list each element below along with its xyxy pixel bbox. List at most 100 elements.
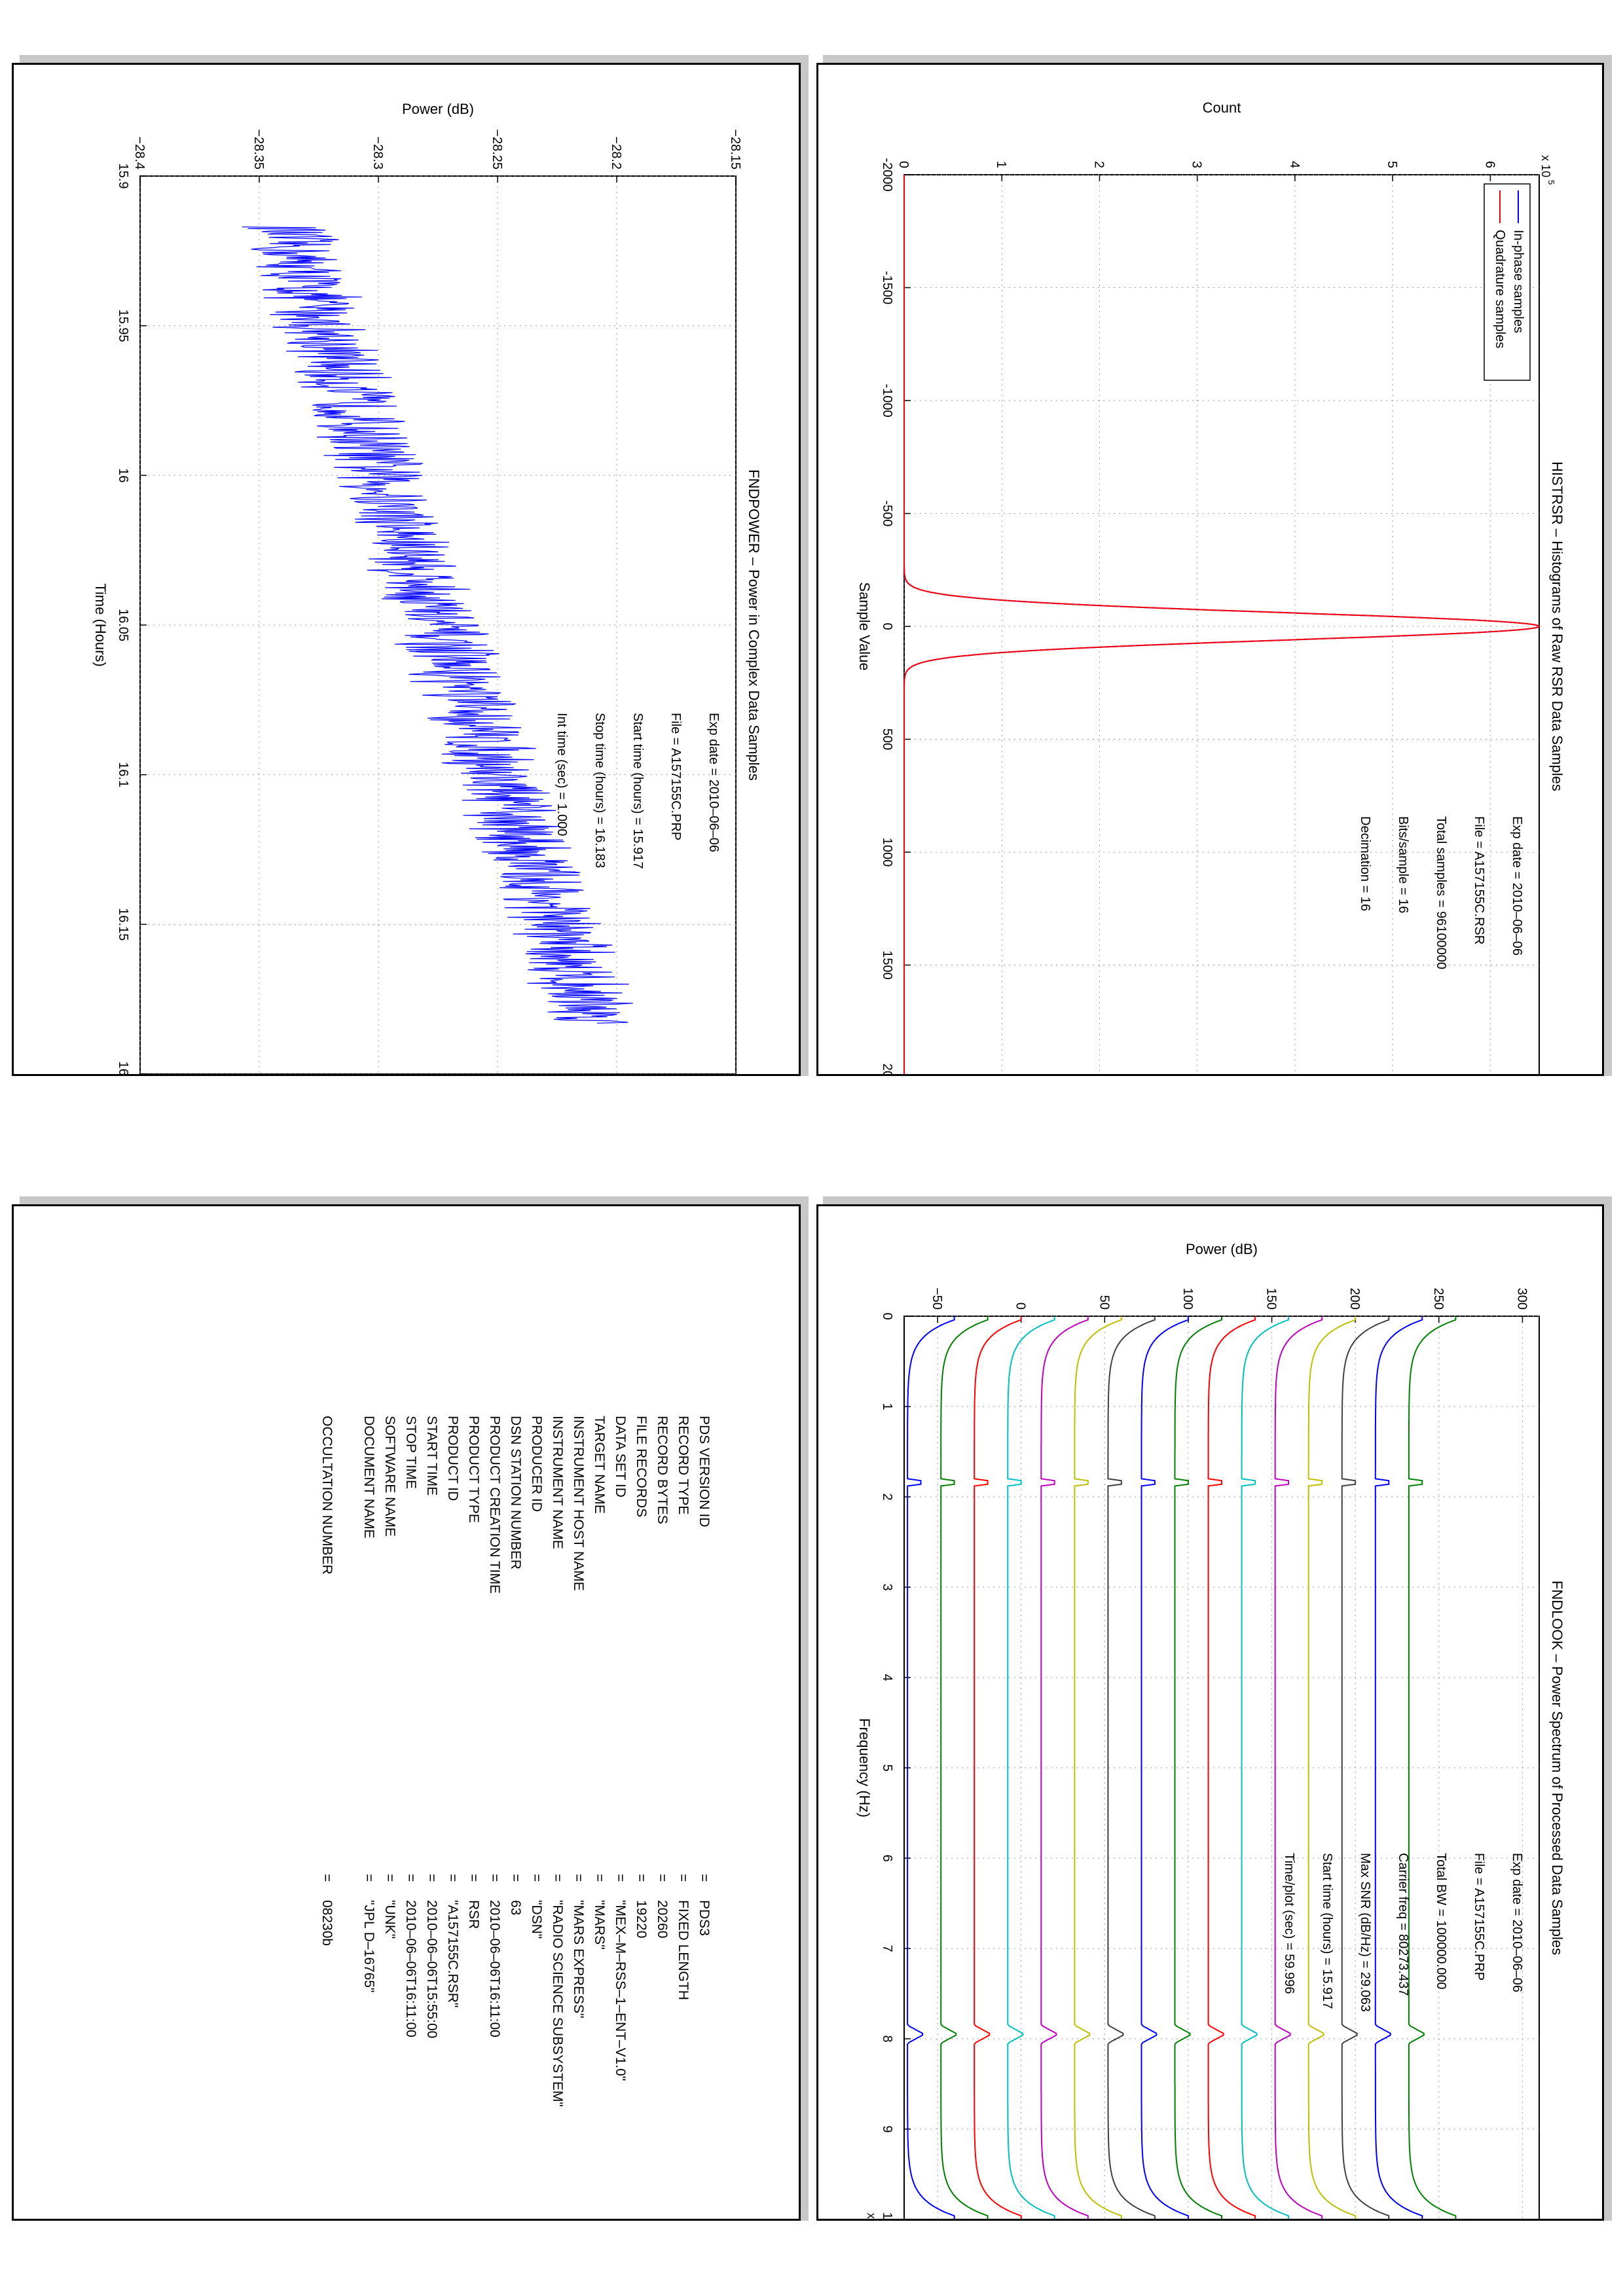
label-value: RSR <box>466 1900 481 1929</box>
spec-ylabel: Power (dB) <box>1186 1241 1258 1257</box>
spectrum-panel: 0 1 2 3 4 5 6 7 8 9 10 −50 0 50 100 150 200 250 300 FNDLOOK… <box>816 1204 1604 2221</box>
hist-x-tick-label: -1500 <box>880 271 894 304</box>
label-row: DSN STATION NUMBER = 63 <box>505 1416 526 2107</box>
histogram-panel: -2000 -1500 -1000 -500 0 500 1000 1500 2000 0 1 2 3 4… <box>816 63 1604 1076</box>
spec-xlabel: Frequency (Hz) <box>856 1718 873 1818</box>
spec-annotation-2: Total BW = 100000.000 <box>1434 1853 1448 1989</box>
hist-y-tick-label: 0 <box>896 161 911 168</box>
spec-series-line-4 <box>1040 1316 1089 2219</box>
label-row <box>337 1416 358 2107</box>
power-annotation-1: File = A157155C.PRP <box>668 713 683 840</box>
label-row: PDS VERSION ID = PDS3 <box>693 1416 714 2107</box>
spec-y-tick-label: −50 <box>930 1287 944 1310</box>
spec-y-tick-label: 0 <box>1013 1302 1028 1310</box>
hist-y-tick-label: 2 <box>1091 161 1106 168</box>
hist-y-tick-label: 4 <box>1287 161 1302 168</box>
spec-series-line-14 <box>1374 1316 1423 2219</box>
hist-y-tick-label: 1 <box>994 161 1008 168</box>
label-equals: = <box>508 1874 523 1882</box>
hist-x-tick-label: 0 <box>880 622 894 630</box>
power-x-tick-label: 16.15 <box>116 908 130 941</box>
hist-y-multiplier: x 10 <box>1539 155 1552 177</box>
label-equals: = <box>571 1874 586 1882</box>
power-x-tick-label: 16 <box>116 468 130 482</box>
label-equals: = <box>382 1874 397 1882</box>
hist-legend-label-1: Quadrature samples <box>1493 230 1507 348</box>
label-value: 08230b <box>319 1900 335 1946</box>
label-value: PDS3 <box>697 1900 712 1936</box>
spec-x-tick-label: 3 <box>880 1583 894 1590</box>
spec-x-tick-label: 2 <box>880 1493 894 1500</box>
hist-x-tick-label: 1000 <box>880 838 894 867</box>
label-row: PRODUCT ID = "A157155C.RSR" <box>442 1416 463 2107</box>
label-equals: = <box>655 1874 670 1882</box>
label-key: START TIME <box>424 1416 439 1496</box>
power-title: FNDPOWER – Power in Complex Data Samples <box>746 469 762 781</box>
hist-x-tick-label: -500 <box>880 500 894 526</box>
label-row: RECORD BYTES = 20260 <box>651 1416 672 2107</box>
spec-x-tick-label: 9 <box>880 2125 894 2132</box>
label-value: "UNK" <box>382 1900 397 1939</box>
spec-series-line-8 <box>1174 1316 1222 2219</box>
label-key: FILE RECORDS <box>634 1416 649 1518</box>
label-equals <box>337 1874 358 1900</box>
hist-y-tick-label: 3 <box>1190 161 1204 168</box>
label-key: PRODUCT CREATION TIME <box>487 1416 502 1594</box>
label-value: "MARS EXPRESS" <box>571 1900 586 2018</box>
label-equals: = <box>550 1874 565 1882</box>
hist-series-line-1 <box>903 175 1541 1074</box>
spec-x-tick-label: 6 <box>880 1854 894 1861</box>
label-value: 20260 <box>655 1900 670 1939</box>
label-key: PDS VERSION ID <box>697 1416 712 1528</box>
label-key: DOCUMENT NAME <box>361 1416 376 1539</box>
label-row: STOP TIME = 2010–06–06T16:11:00 <box>400 1416 421 2107</box>
power-chart: 15.9 15.95 16 16.05 16.1 16.15 16.2 −28.4 −28.35… <box>92 101 762 1074</box>
hist-annotation-4: Decimation = 16 <box>1358 816 1372 911</box>
spec-y-tick-label: 250 <box>1431 1288 1446 1310</box>
power-y-tick-label: −28.15 <box>728 129 742 170</box>
label-row: PRODUCT TYPE = RSR <box>463 1416 484 2107</box>
spec-annotation-0: Exp date = 2010–06–06 <box>1510 1853 1524 1992</box>
label-key: DSN STATION NUMBER <box>508 1416 523 1570</box>
label-row: PRODUCER ID = "DSN" <box>526 1416 547 2107</box>
spec-x-tick-label: 10 <box>880 2212 894 2219</box>
spec-x-tick-label: 7 <box>880 1945 894 1952</box>
power-series-line <box>242 226 633 1024</box>
power-x-tick-label: 16.1 <box>116 762 130 787</box>
spec-series-line-15 <box>1408 1316 1457 2219</box>
chart-rotated-group: 15.9 15.95 16 16.05 16.1 16.15 16.2 −28.4 −28.35… <box>92 101 762 1074</box>
hist-legend-label-0: In-phase samples <box>1511 230 1525 333</box>
spec-series-line-2 <box>974 1316 1022 2219</box>
hist-title: HISTRSR – Histograms of Raw RSR Data Sam… <box>1549 461 1565 791</box>
histogram-chart: -2000 -1500 -1000 -500 0 500 1000 1500 2000 0 1 2 3 4… <box>856 99 1565 1074</box>
spec-series-line-13 <box>1341 1316 1390 2219</box>
hist-annotation-2: Total samples = 96100000 <box>1434 816 1448 969</box>
power-y-tick-label: −28.25 <box>490 129 504 170</box>
label-row: PRODUCT CREATION TIME = 2010–06–06T16:11:0… <box>484 1416 505 2107</box>
label-key: OCCULTATION NUMBER <box>319 1416 335 1575</box>
label-key: SOFTWARE NAME <box>382 1416 397 1537</box>
spec-series-line-12 <box>1307 1316 1357 2219</box>
label-key: RECORD BYTES <box>655 1416 670 1524</box>
label-row: RECORD TYPE = FIXED LENGTH <box>672 1416 693 2107</box>
hist-x-tick-label: 2000 <box>880 1064 894 1074</box>
label-value: "DSN" <box>529 1900 544 1939</box>
label-equals: = <box>319 1874 335 1882</box>
label-value: "RADIO SCIENCE SUBSYSTEM" <box>550 1900 565 2107</box>
hist-x-tick-label: 1500 <box>880 950 894 980</box>
power-annotation-2: Start time (hours) = 15.917 <box>630 713 645 869</box>
label-equals: = <box>697 1874 712 1882</box>
label-key: INSTRUMENT NAME <box>550 1416 565 1549</box>
hist-annotation-0: Exp date = 2010–06–06 <box>1510 816 1524 956</box>
spectrum-chart: 0 1 2 3 4 5 6 7 8 9 10 −50 0 50 100 150 200 250 300 FNDLOOK… <box>856 1241 1565 2219</box>
label-key: PRODUCT ID <box>445 1416 460 1501</box>
spec-x-multiplier: x 10 <box>865 2213 878 2219</box>
label-value: "A157155C.RSR" <box>445 1900 460 2008</box>
power-panel: 15.9 15.95 16 16.05 16.1 16.15 16.2 −28.4 −28.35… <box>12 63 801 1076</box>
label-equals: = <box>466 1874 481 1882</box>
power-x-tick-label: 16.05 <box>116 609 130 641</box>
label-row: INSTRUMENT NAME = "RADIO SCIENCE SUBSYSTEM… <box>547 1416 568 2107</box>
spec-annotation-1: File = A157155C.PRP <box>1472 1853 1486 1981</box>
label-row: SOFTWARE NAME = "UNK" <box>379 1416 400 2107</box>
label-value: "JPL D–16765" <box>361 1900 376 1993</box>
